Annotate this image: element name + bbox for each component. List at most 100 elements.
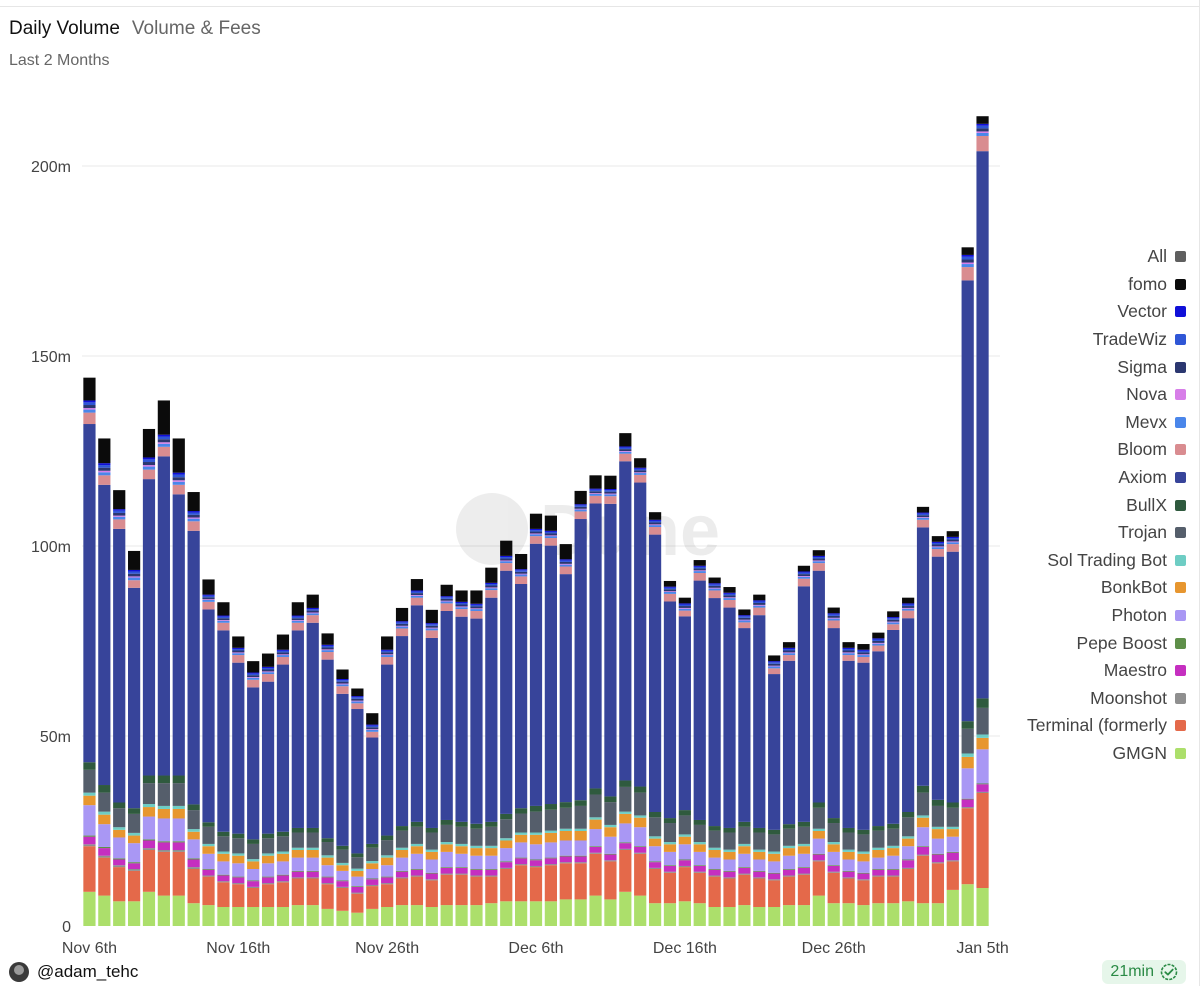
bar-segment-pepe-boost[interactable] bbox=[321, 876, 334, 878]
bar-segment-pepe-boost[interactable] bbox=[172, 841, 185, 843]
bar-segment-vector[interactable] bbox=[827, 613, 840, 615]
bar-segment-bloom[interactable] bbox=[782, 655, 796, 661]
bar-segment-sigma[interactable] bbox=[142, 462, 156, 466]
bar-segment-nova[interactable] bbox=[321, 649, 334, 651]
bar-segment-vector[interactable] bbox=[693, 565, 706, 567]
bar-segment-gmgn[interactable] bbox=[276, 907, 290, 926]
bar-segment-pepe-boost[interactable] bbox=[529, 859, 543, 861]
bar-segment-vector[interactable] bbox=[902, 603, 915, 605]
bar-segment-mevx[interactable] bbox=[306, 613, 319, 616]
bar-segment-tradewiz[interactable] bbox=[827, 614, 840, 616]
bar-segment-vector[interactable] bbox=[500, 555, 513, 558]
bar-segment-pepe-boost[interactable] bbox=[976, 783, 989, 785]
bar-segment-gmgn[interactable] bbox=[678, 901, 691, 926]
bar-segment-trojan[interactable] bbox=[857, 834, 870, 852]
bar-segment-trojan[interactable] bbox=[128, 813, 141, 833]
legend-item[interactable]: Trojan bbox=[946, 519, 1186, 547]
bar-segment-sigma[interactable] bbox=[529, 531, 543, 534]
bar-segment-terminal-formerly[interactable] bbox=[976, 793, 989, 888]
bar-segment-axiom[interactable] bbox=[961, 280, 974, 722]
bar-segment-bullx[interactable] bbox=[589, 788, 602, 795]
bar-segment-pepe-boost[interactable] bbox=[98, 846, 111, 849]
bar-segment-gmgn[interactable] bbox=[157, 895, 170, 926]
bar-segment-moonshot[interactable] bbox=[395, 877, 409, 879]
bar-segment-sigma[interactable] bbox=[261, 669, 275, 672]
bar-segment-sigma[interactable] bbox=[708, 585, 721, 588]
bar-segment-bloom[interactable] bbox=[440, 603, 453, 611]
bar-segment-pepe-boost[interactable] bbox=[797, 867, 811, 868]
bar-segment-bonkbot[interactable] bbox=[515, 834, 528, 843]
bar-segment-maestro[interactable] bbox=[619, 843, 632, 849]
bar-segment-axiom[interactable] bbox=[902, 618, 915, 812]
bar-segment-photon[interactable] bbox=[857, 861, 870, 873]
bar-segment-trojan[interactable] bbox=[797, 826, 811, 844]
bar-segment-bullx[interactable] bbox=[276, 831, 290, 837]
bar-segment-sigma[interactable] bbox=[723, 595, 736, 598]
bar-segment-vector[interactable] bbox=[485, 582, 498, 584]
bar-segment-pepe-boost[interactable] bbox=[425, 872, 438, 874]
bar-segment-terminal-formerly[interactable] bbox=[604, 861, 617, 900]
bar-segment-maestro[interactable] bbox=[351, 886, 364, 893]
bar-segment-photon[interactable] bbox=[574, 840, 587, 856]
bar-segment-bloom[interactable] bbox=[916, 519, 930, 528]
bar-segment-photon[interactable] bbox=[440, 851, 453, 868]
bar-segment-maestro[interactable] bbox=[336, 881, 349, 887]
bar-segment-terminal-formerly[interactable] bbox=[291, 878, 304, 906]
bar-segment-vector[interactable] bbox=[961, 254, 974, 257]
bar-segment-sigma[interactable] bbox=[842, 650, 855, 653]
bar-segment-bloom[interactable] bbox=[83, 412, 96, 425]
bar-segment-trojan[interactable] bbox=[410, 826, 424, 844]
bar-segment-gmgn[interactable] bbox=[128, 901, 141, 926]
bar-segment-gmgn[interactable] bbox=[440, 905, 453, 926]
bar-segment-vector[interactable] bbox=[678, 603, 691, 605]
bar-segment-bullx[interactable] bbox=[366, 843, 379, 848]
bar-stack[interactable] bbox=[440, 584, 453, 926]
bar-segment-sol-trading-bot[interactable] bbox=[291, 847, 304, 850]
bar-segment-sigma[interactable] bbox=[544, 533, 557, 536]
bar-segment-tradewiz[interactable] bbox=[515, 570, 528, 572]
bar-segment-axiom[interactable] bbox=[678, 616, 691, 811]
bar-segment-nova[interactable] bbox=[678, 607, 691, 609]
bar-segment-bloom[interactable] bbox=[797, 578, 811, 587]
bar-segment-sigma[interactable] bbox=[395, 623, 409, 626]
bar-segment-moonshot[interactable] bbox=[589, 852, 602, 854]
bar-segment-bonkbot[interactable] bbox=[321, 857, 334, 866]
bar-segment-vector[interactable] bbox=[261, 666, 275, 668]
bar-segment-sigma[interactable] bbox=[604, 491, 617, 494]
bar-segment-vector[interactable] bbox=[872, 638, 885, 640]
bar-segment-fomo[interactable] bbox=[98, 438, 111, 464]
bar-segment-mevx[interactable] bbox=[291, 620, 304, 623]
bar-segment-nova[interactable] bbox=[98, 470, 111, 473]
bar-segment-vector[interactable] bbox=[797, 571, 811, 573]
bar-segment-sol-trading-bot[interactable] bbox=[425, 849, 438, 852]
bar-segment-terminal-formerly[interactable] bbox=[931, 863, 945, 904]
bar-segment-trojan[interactable] bbox=[336, 849, 349, 863]
bar-segment-nova[interactable] bbox=[410, 595, 424, 596]
bar-segment-fomo[interactable] bbox=[753, 594, 766, 601]
bar-segment-terminal-formerly[interactable] bbox=[261, 884, 275, 907]
bar-segment-gmgn[interactable] bbox=[768, 907, 781, 926]
bar-segment-sigma[interactable] bbox=[232, 650, 245, 653]
bar-segment-bonkbot[interactable] bbox=[217, 853, 230, 862]
bar-segment-mevx[interactable] bbox=[351, 701, 364, 704]
bar-segment-mevx[interactable] bbox=[142, 466, 156, 470]
bar-segment-pepe-boost[interactable] bbox=[738, 867, 751, 868]
bar-segment-bonkbot[interactable] bbox=[931, 829, 945, 839]
bar-segment-terminal-formerly[interactable] bbox=[529, 867, 543, 902]
bar-segment-tradewiz[interactable] bbox=[128, 571, 141, 574]
bar-segment-tradewiz[interactable] bbox=[723, 593, 736, 596]
bar-segment-mevx[interactable] bbox=[678, 608, 691, 611]
bar-segment-gmgn[interactable] bbox=[83, 891, 96, 926]
bar-segment-pepe-boost[interactable] bbox=[559, 855, 572, 857]
bar-segment-moonshot[interactable] bbox=[485, 875, 498, 877]
bar-segment-fomo[interactable] bbox=[410, 579, 424, 591]
bar-segment-vector[interactable] bbox=[425, 623, 438, 625]
bar-segment-sigma[interactable] bbox=[128, 573, 141, 577]
bar-segment-mevx[interactable] bbox=[842, 653, 855, 656]
bar-segment-pepe-boost[interactable] bbox=[410, 869, 424, 870]
bar-segment-tradewiz[interactable] bbox=[440, 597, 453, 599]
bar-segment-gmgn[interactable] bbox=[455, 905, 468, 926]
bar-segment-maestro[interactable] bbox=[187, 859, 200, 868]
bar-segment-photon[interactable] bbox=[931, 838, 945, 854]
bar-stack[interactable] bbox=[723, 587, 736, 926]
